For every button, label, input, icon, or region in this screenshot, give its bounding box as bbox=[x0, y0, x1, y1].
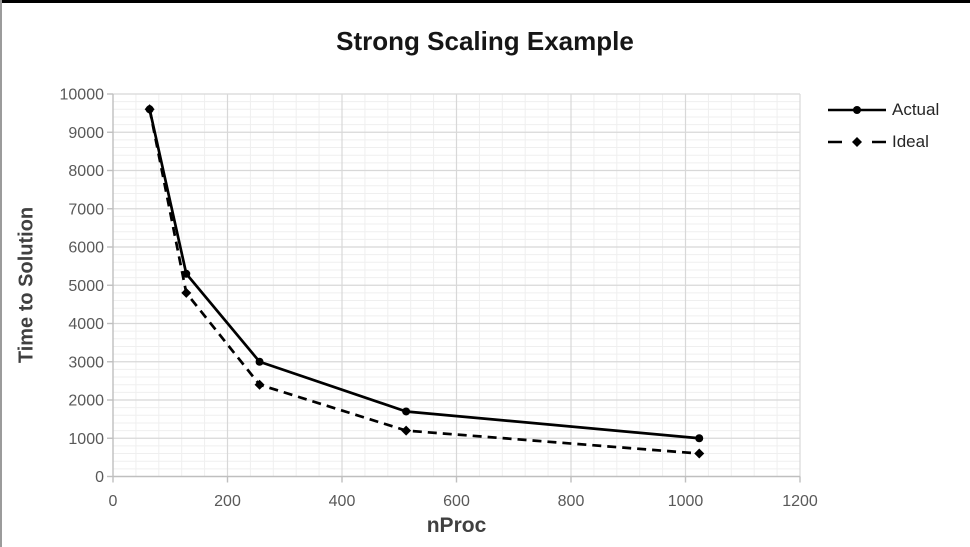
y-tick-label: 3000 bbox=[68, 354, 104, 371]
legend-label-ideal: Ideal bbox=[892, 132, 929, 151]
x-tick-label: 200 bbox=[214, 493, 241, 510]
y-tick-label: 6000 bbox=[68, 240, 104, 257]
data-point-actual bbox=[402, 407, 411, 416]
chart-title: Strong Scaling Example bbox=[336, 26, 634, 56]
legend-item-actual: Actual bbox=[828, 94, 939, 126]
actual-series-sample bbox=[828, 106, 886, 114]
legend-label-actual: Actual bbox=[892, 100, 940, 119]
x-tick-label: 1200 bbox=[782, 493, 818, 510]
x-tick-label: 0 bbox=[109, 493, 118, 510]
y-tick-label: 2000 bbox=[68, 393, 104, 410]
y-tick-label: 7000 bbox=[68, 201, 104, 218]
x-tick-label: 800 bbox=[558, 493, 585, 510]
data-point-ideal bbox=[694, 448, 705, 459]
x-tick-label: 1000 bbox=[668, 493, 704, 510]
x-tick-label: 600 bbox=[443, 493, 470, 510]
data-point-actual bbox=[695, 434, 704, 443]
x-axis-title: nProc bbox=[426, 514, 487, 537]
y-tick-label: 1000 bbox=[68, 431, 104, 448]
x-tick-label: 400 bbox=[329, 493, 356, 510]
circle-marker-icon bbox=[853, 106, 861, 114]
y-tick-label: 5000 bbox=[68, 278, 104, 295]
data-point-actual bbox=[255, 357, 264, 366]
data-point-actual bbox=[182, 269, 191, 278]
y-tick-label: 9000 bbox=[68, 125, 104, 142]
data-point-ideal bbox=[254, 379, 265, 390]
y-tick-label: 0 bbox=[95, 469, 104, 486]
left-border bbox=[0, 0, 2, 547]
data-point-ideal bbox=[144, 104, 155, 115]
legend: Actual Ideal bbox=[828, 94, 939, 158]
diamond-marker-icon bbox=[852, 137, 862, 147]
data-point-ideal bbox=[401, 425, 412, 436]
data-point-ideal bbox=[181, 287, 192, 298]
y-tick-label: 10000 bbox=[60, 87, 105, 104]
top-border bbox=[0, 0, 970, 3]
y-tick-label: 4000 bbox=[68, 316, 104, 333]
legend-item-ideal: Ideal bbox=[828, 126, 939, 158]
ideal-series-sample bbox=[828, 137, 886, 147]
y-tick-label: 8000 bbox=[68, 163, 104, 180]
